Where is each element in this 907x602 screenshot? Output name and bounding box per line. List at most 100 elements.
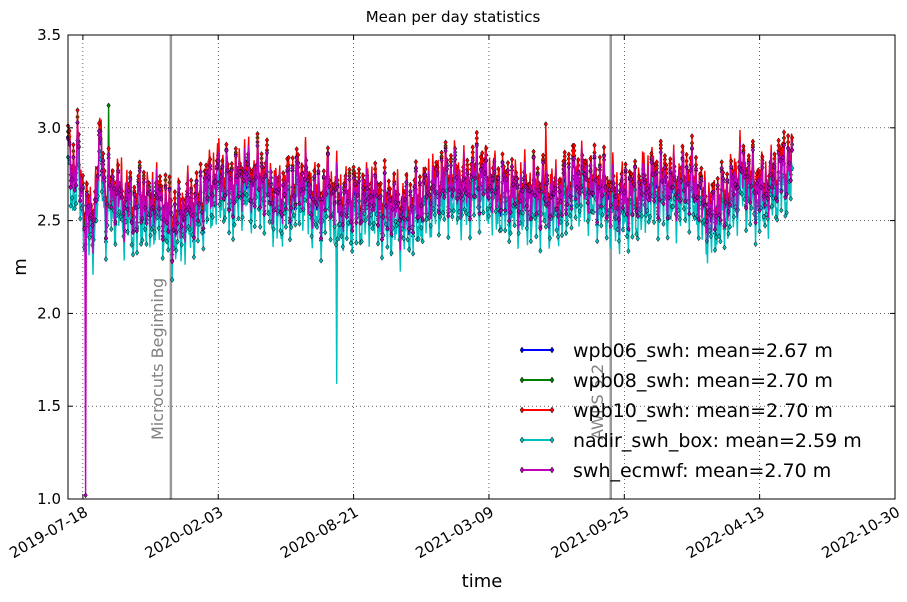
data-point	[563, 230, 569, 237]
chart-title: Mean per day statistics	[366, 8, 541, 26]
x-axis: 2019-07-18 2020-02-03 2020-08-21 2021-03-09…	[6, 35, 903, 562]
x-tick-label: 2021-03-09	[412, 503, 497, 562]
data-point	[467, 234, 473, 241]
data-point	[566, 151, 571, 158]
data-point	[448, 162, 454, 169]
legend-marker	[519, 346, 525, 354]
x-tick-label: 2019-07-18	[6, 503, 91, 562]
data-point	[325, 145, 331, 152]
data-point	[540, 152, 546, 159]
legend-marker	[549, 406, 555, 414]
data-point	[128, 169, 133, 176]
data-point	[316, 162, 321, 169]
data-point	[439, 149, 444, 156]
legend-entry: swh_ecmwf: mean=2.70 m	[573, 460, 831, 482]
data-point	[264, 137, 270, 144]
data-point	[750, 138, 756, 145]
data-point	[559, 232, 565, 239]
data-point	[252, 223, 257, 230]
data-point	[255, 130, 260, 137]
data-point	[719, 159, 724, 166]
legend-marker	[519, 406, 525, 414]
data-point	[312, 167, 317, 174]
data-point	[386, 178, 391, 185]
data-point	[599, 222, 604, 229]
data-point	[71, 154, 76, 161]
data-point	[137, 159, 142, 166]
legend-marker	[549, 436, 555, 444]
data-point	[684, 151, 689, 158]
data-point	[436, 231, 442, 238]
data-point	[262, 230, 267, 237]
data-point	[230, 236, 236, 243]
y-tick-label: 1.0	[37, 490, 61, 508]
y-tick-label: 1.5	[37, 397, 61, 415]
series-lines	[65, 102, 795, 499]
data-point	[446, 212, 451, 219]
legend-marker	[549, 466, 555, 474]
x-tick-label: 2020-02-03	[142, 503, 227, 562]
data-point	[163, 172, 168, 179]
data-point	[328, 236, 333, 243]
data-point	[258, 223, 263, 230]
data-point	[255, 142, 260, 149]
legend-marker	[519, 376, 525, 384]
legend-entry: wpb06_swh: mean=2.67 m	[573, 340, 833, 362]
data-point	[351, 164, 356, 171]
data-point	[623, 161, 628, 168]
y-tick-label: 3.5	[37, 26, 61, 44]
data-point	[604, 234, 609, 241]
data-point	[382, 157, 387, 164]
data-point	[785, 132, 791, 139]
data-point	[535, 165, 540, 172]
y-axis-title: m	[10, 258, 31, 276]
data-point	[84, 180, 90, 187]
legend-entry: wpb10_swh: mean=2.70 m	[573, 400, 833, 422]
data-point	[283, 223, 289, 231]
data-point	[352, 170, 358, 177]
data-point	[75, 119, 80, 126]
data-point	[442, 216, 447, 223]
y-tick-label: 2.5	[37, 212, 61, 230]
data-point	[509, 163, 515, 170]
data-point	[689, 133, 695, 140]
data-point	[408, 181, 413, 188]
x-axis-title: time	[462, 571, 503, 592]
data-point	[776, 137, 781, 144]
data-point	[130, 251, 136, 258]
data-point	[446, 234, 451, 241]
data-point	[509, 156, 515, 163]
data-point	[665, 234, 670, 241]
data-point	[229, 160, 234, 167]
data-point	[595, 238, 600, 245]
data-point	[83, 492, 88, 499]
data-point	[172, 188, 178, 196]
data-point	[531, 148, 536, 155]
data-point	[743, 227, 749, 234]
x-tick-label: 2022-04-13	[683, 503, 768, 562]
legend: wpb06_swh: mean=2.67 m wpb08_swh: mean=2.…	[519, 340, 862, 482]
vertical-marker-label: Microcuts Beginning	[148, 278, 167, 440]
data-point	[477, 229, 482, 236]
data-point	[344, 235, 349, 242]
data-point	[779, 207, 784, 214]
data-point	[331, 181, 336, 188]
data-point	[693, 154, 699, 161]
data-point	[562, 149, 567, 156]
data-point	[528, 238, 534, 245]
x-tick-label: 2021-09-25	[548, 503, 633, 562]
data-point	[356, 166, 362, 173]
data-point	[655, 235, 661, 242]
data-point	[347, 166, 352, 173]
data-point	[538, 247, 543, 254]
data-point	[167, 173, 172, 181]
data-point	[106, 102, 111, 109]
data-point	[385, 243, 390, 251]
data-point	[78, 215, 83, 222]
data-point	[350, 248, 355, 255]
data-point	[781, 129, 787, 136]
data-point	[360, 172, 366, 179]
data-point	[699, 165, 704, 172]
data-point	[597, 154, 603, 161]
data-point	[471, 211, 477, 219]
